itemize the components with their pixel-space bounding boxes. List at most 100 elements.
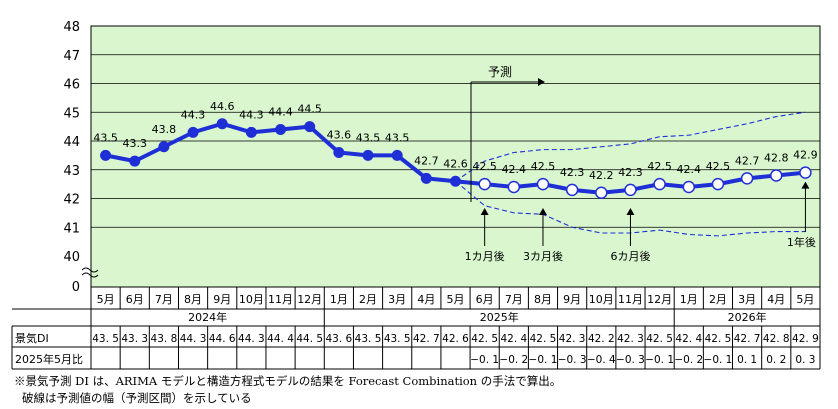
table-diff-value: −0. 1	[529, 354, 558, 366]
table-di-value: 42. 3	[617, 333, 644, 345]
point-value-label: 42.3	[618, 166, 643, 179]
point-value-label: 44.4	[268, 106, 293, 119]
y-tick-label: 46	[63, 78, 80, 93]
point-value-label: 42.5	[647, 160, 672, 173]
actual-point	[187, 126, 199, 138]
data-table: 2024年 2025年 2026年 5月 6月 7月 8月 9月 10月 11月 12月 1月 2月 3月…	[11, 286, 821, 370]
annotation-arrow-head	[626, 208, 635, 215]
month-label: 10月	[239, 293, 264, 306]
forecast-point	[799, 166, 812, 179]
forecast-point	[682, 180, 696, 194]
month-label: 2月	[359, 293, 377, 306]
point-value-label: 44.6	[210, 100, 235, 113]
point-value-label: 43.5	[356, 131, 381, 144]
point-value-label: 42.6	[443, 157, 468, 170]
table-di-value: 42. 5	[646, 333, 673, 345]
annotation-arrow-head	[801, 181, 810, 189]
table-di-value: 43. 5	[384, 333, 411, 345]
table-di-value: 43. 6	[326, 333, 353, 345]
annotation-label: 1年後	[787, 235, 816, 249]
table-di-value: 44. 4	[267, 333, 294, 345]
table-di-value: 42. 4	[500, 333, 527, 345]
point-value-label: 42.9	[793, 149, 818, 162]
point-value-label: 44.3	[239, 108, 264, 121]
forecast-point	[507, 180, 521, 194]
y-tick-label: 44	[63, 135, 80, 150]
forecast-point	[653, 177, 666, 191]
month-label: 9月	[563, 293, 581, 306]
table-diff-value: −0. 1	[704, 354, 733, 366]
table-di-value: 42. 9	[792, 333, 819, 345]
table-di-value: 43. 8	[151, 333, 178, 345]
table-di-value: 43. 3	[121, 333, 148, 345]
forecast-point	[624, 183, 637, 197]
annotation-label: 6カ月後	[610, 249, 650, 263]
y-tick-label: 40	[63, 250, 80, 265]
year-label: 2024年	[188, 310, 227, 324]
month-label: 1月	[330, 293, 348, 306]
table-di-value: 42. 8	[763, 333, 790, 345]
table-diff-value: 0. 2	[766, 354, 786, 366]
month-label: 3月	[388, 293, 406, 306]
month-label: 10月	[589, 293, 614, 306]
point-value-label: 42.7	[735, 154, 760, 167]
y-axis-tick-labels: 40 41 42 43 44 45 46 47 48 0	[63, 20, 80, 295]
forecast-point	[711, 177, 725, 191]
table-di-value: 42. 5	[530, 333, 557, 345]
table-diff-value: −0. 1	[645, 354, 674, 366]
footnote-interval: 破線は予測値の幅（予測区間）を示している	[22, 391, 252, 405]
actual-point	[450, 175, 461, 187]
month-label: 4月	[417, 293, 435, 306]
point-value-label: 42.2	[589, 169, 614, 182]
forecast-point	[478, 177, 491, 191]
annotation-arrow-head	[480, 208, 489, 215]
table-row-label-di: 景気DI	[15, 331, 49, 345]
point-value-label: 42.4	[677, 163, 702, 176]
horizon-annotations: 1カ月後 3カ月後 6カ月後 1年後	[465, 181, 816, 263]
annotation-label: 1カ月後	[465, 249, 505, 263]
table-di-value: 42. 3	[559, 333, 586, 345]
y-tick-label: 48	[63, 20, 80, 35]
month-label: 1月	[680, 293, 698, 306]
annotation-label: 3カ月後	[523, 249, 563, 263]
month-label: 12月	[647, 293, 672, 306]
point-value-label: 42.8	[764, 152, 789, 165]
table-di-value: 42. 5	[471, 333, 498, 345]
annotation-arrow-head	[538, 208, 547, 215]
table-di-value: 42. 7	[413, 333, 440, 345]
month-label: 11月	[268, 293, 293, 306]
point-value-label: 44.3	[181, 108, 206, 121]
point-value-label: 43.3	[122, 137, 147, 150]
y-tick-label: 41	[63, 221, 80, 236]
point-value-label: 42.7	[414, 154, 439, 167]
actual-point	[391, 149, 403, 161]
table-di-value: 43. 5	[355, 333, 382, 345]
table-di-value: 44. 3	[180, 333, 207, 345]
point-value-label: 42.3	[560, 166, 585, 179]
table-diff-value: −0. 4	[587, 354, 616, 366]
actual-point	[333, 147, 345, 158]
year-label: 2026年	[728, 310, 767, 324]
actual-point	[362, 149, 374, 161]
gridlines	[91, 54, 820, 228]
y-tick-label: 43	[63, 164, 80, 179]
table-di-value: 42. 6	[442, 333, 469, 345]
actual-point	[420, 172, 432, 184]
year-label: 2025年	[480, 310, 519, 324]
series-points	[100, 118, 812, 199]
month-label: 4月	[767, 293, 785, 306]
month-label: 5月	[796, 293, 814, 306]
forecast-point	[740, 172, 754, 185]
table-diff-value: −0. 2	[674, 354, 703, 366]
month-label: 8月	[184, 293, 202, 306]
forecast-point	[536, 177, 550, 191]
table-diff-value: −0. 1	[470, 354, 499, 366]
month-label: 8月	[534, 293, 552, 306]
plot-background	[90, 25, 821, 288]
point-value-label: 43.8	[152, 123, 177, 136]
table-di-value: 44. 5	[296, 333, 323, 345]
table-diff-value: 0. 3	[795, 354, 815, 366]
y-tick-label: 42	[63, 193, 80, 208]
actual-point	[304, 121, 316, 133]
table-diff-value: 0. 1	[737, 354, 757, 366]
